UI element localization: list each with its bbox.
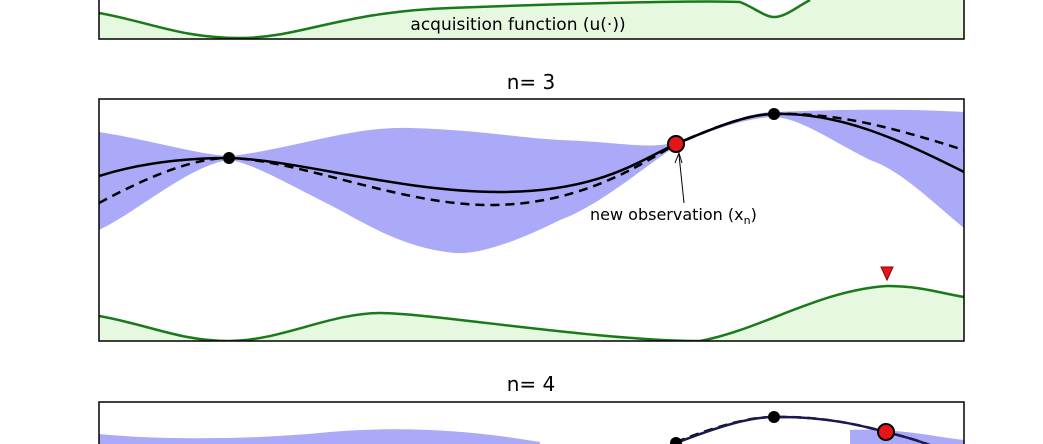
panel-frame (98, 401, 965, 444)
acquisition-max (880, 266, 894, 282)
annotation-arrow (678, 154, 685, 204)
panel-frame (98, 98, 965, 342)
panel-label: acquisition function (u(·)) (410, 15, 625, 35)
observation (223, 152, 235, 164)
observation (768, 108, 780, 120)
acquisition-fill (99, 0, 964, 39)
annotation-text: new observation (x (590, 205, 744, 224)
new-observation (877, 423, 895, 441)
acquisition-curve (99, 0, 811, 39)
annotation-subscript: n (744, 214, 751, 227)
panel-n3 (99, 109, 964, 341)
panel-n4 (99, 415, 964, 444)
panel-top (99, 0, 964, 39)
panel-title: n= 3 (507, 70, 556, 94)
confidence-band (99, 109, 964, 254)
confidence-band (99, 429, 540, 444)
arrow-head (674, 151, 683, 164)
observation (768, 411, 780, 423)
annotation-close: ) (751, 205, 757, 224)
acquisition-fill (99, 286, 964, 341)
panel-frame (98, 0, 965, 40)
observation (670, 437, 682, 444)
new-observation (667, 135, 685, 153)
posterior-mean (675, 415, 931, 444)
annotation: new observation (xn) (590, 205, 757, 227)
panel-title: n= 4 (507, 372, 556, 396)
